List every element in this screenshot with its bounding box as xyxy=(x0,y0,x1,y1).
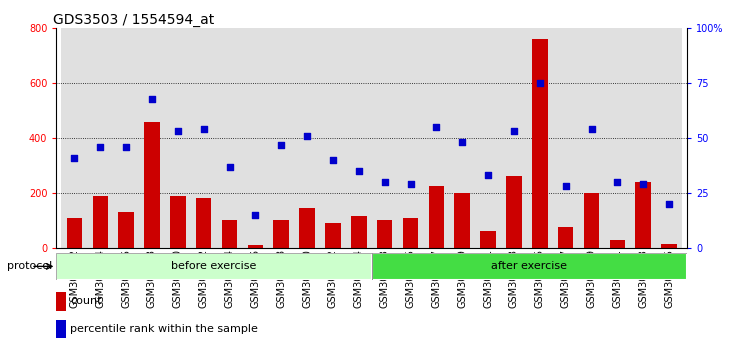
Bar xyxy=(191,28,216,248)
Text: after exercise: after exercise xyxy=(491,261,568,272)
Bar xyxy=(475,28,501,248)
Bar xyxy=(222,220,237,248)
Bar xyxy=(578,28,605,248)
Bar xyxy=(662,244,677,248)
Bar xyxy=(449,28,475,248)
Bar xyxy=(558,227,574,248)
Point xyxy=(172,129,184,134)
Point xyxy=(534,80,546,86)
Point xyxy=(276,142,288,148)
Bar xyxy=(62,28,87,248)
Point xyxy=(198,126,210,132)
Bar xyxy=(56,253,372,280)
Point xyxy=(559,183,572,189)
Bar xyxy=(610,240,625,248)
Bar xyxy=(294,28,320,248)
Bar xyxy=(481,232,496,248)
Bar xyxy=(346,28,372,248)
Bar xyxy=(584,193,599,248)
Point xyxy=(611,179,623,185)
Point xyxy=(405,181,417,187)
Bar xyxy=(248,245,263,248)
Bar xyxy=(397,28,424,248)
Point xyxy=(120,144,132,150)
Bar xyxy=(403,218,418,248)
Point xyxy=(95,144,107,150)
Point xyxy=(68,155,80,161)
Bar xyxy=(196,198,212,248)
Point xyxy=(637,181,649,187)
Point xyxy=(327,157,339,163)
Bar xyxy=(635,182,651,248)
Bar xyxy=(170,196,185,248)
Bar xyxy=(372,28,397,248)
Point xyxy=(456,139,468,145)
Bar xyxy=(144,121,160,248)
Text: GDS3503 / 1554594_at: GDS3503 / 1554594_at xyxy=(53,13,215,27)
Bar xyxy=(372,253,687,280)
Bar xyxy=(320,28,346,248)
Bar xyxy=(351,216,366,248)
Point xyxy=(249,212,261,218)
Bar xyxy=(243,28,268,248)
Bar xyxy=(553,28,578,248)
Bar xyxy=(165,28,191,248)
Bar xyxy=(56,292,66,310)
Bar xyxy=(656,28,682,248)
Bar xyxy=(67,218,82,248)
Bar xyxy=(56,320,66,338)
Bar xyxy=(454,193,470,248)
Bar xyxy=(56,253,372,280)
Bar xyxy=(216,28,243,248)
Point xyxy=(430,124,442,130)
Point xyxy=(146,96,158,101)
Bar xyxy=(139,28,165,248)
Point xyxy=(663,201,675,207)
Point xyxy=(586,126,598,132)
Bar xyxy=(273,220,289,248)
Bar xyxy=(372,253,687,280)
Bar xyxy=(605,28,630,248)
Bar xyxy=(424,28,449,248)
Bar xyxy=(325,223,341,248)
Point xyxy=(353,168,365,174)
Text: protocol: protocol xyxy=(8,261,53,272)
Text: percentile rank within the sample: percentile rank within the sample xyxy=(70,324,258,334)
Bar xyxy=(300,208,315,248)
Bar xyxy=(119,212,134,248)
Point xyxy=(482,172,494,178)
Bar xyxy=(113,28,139,248)
Point xyxy=(379,179,391,185)
Bar xyxy=(429,186,444,248)
Point xyxy=(301,133,313,139)
Bar xyxy=(92,196,108,248)
Text: count: count xyxy=(70,296,101,307)
Point xyxy=(224,164,236,170)
Point xyxy=(508,129,520,134)
Bar xyxy=(506,176,522,248)
Text: before exercise: before exercise xyxy=(171,261,257,272)
Bar xyxy=(268,28,294,248)
Bar xyxy=(87,28,113,248)
Bar xyxy=(630,28,656,248)
Bar xyxy=(501,28,527,248)
Bar xyxy=(532,39,547,248)
Bar xyxy=(377,220,393,248)
Bar xyxy=(527,28,553,248)
